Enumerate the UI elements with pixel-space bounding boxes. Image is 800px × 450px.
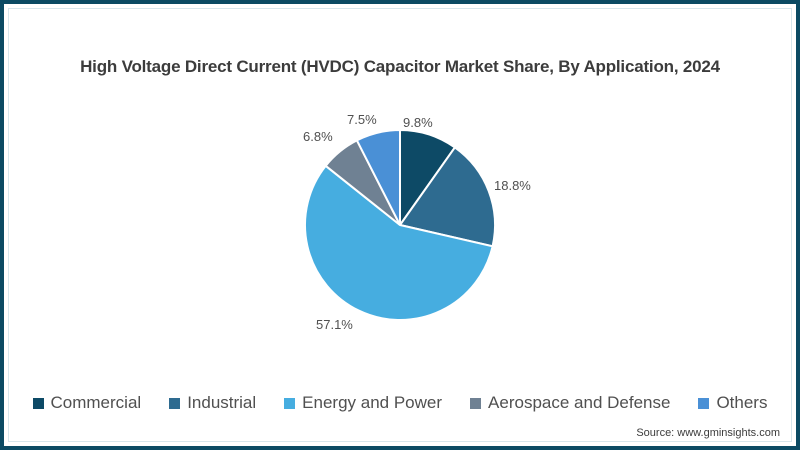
legend-label: Commercial bbox=[50, 393, 142, 412]
pie-slices bbox=[304, 128, 496, 321]
legend-label: Aerospace and Defense bbox=[488, 393, 671, 412]
legend-item-industrial[interactable]: Industrial bbox=[169, 393, 256, 413]
legend-item-others[interactable]: Others bbox=[698, 393, 767, 413]
label-others: 7.5% bbox=[347, 112, 377, 127]
legend-label: Industrial bbox=[187, 393, 257, 412]
legend-swatch-commercial bbox=[32, 397, 44, 409]
legend-item-commercial[interactable]: Commercial bbox=[32, 393, 142, 413]
legend-swatch-industrial bbox=[169, 397, 181, 409]
label-industrial: 18.8% bbox=[494, 178, 531, 193]
legend-label: Others bbox=[716, 393, 768, 412]
legend-item-energy-and-power[interactable]: Energy and Power bbox=[284, 393, 442, 413]
label-commercial: 9.8% bbox=[403, 115, 433, 130]
legend: Commercial Industrial Energy and Power A… bbox=[0, 393, 800, 413]
pie-slice-industrial[interactable] bbox=[398, 146, 496, 248]
label-energy-and-power: 57.1% bbox=[316, 317, 353, 332]
legend-item-aerospace-and-defense[interactable]: Aerospace and Defense bbox=[470, 393, 670, 413]
pie-slice-others[interactable] bbox=[355, 128, 401, 226]
frame-inner-line bbox=[8, 8, 792, 442]
legend-label: Energy and Power bbox=[302, 393, 443, 412]
pie-slice-energy-and-power[interactable] bbox=[304, 164, 494, 321]
legend-swatch-aerospace-and-defense bbox=[470, 397, 482, 409]
label-aerospace-and-defense: 6.8% bbox=[303, 129, 333, 144]
legend-swatch-others bbox=[698, 397, 710, 409]
source-credit: Source: www.gminsights.com bbox=[636, 427, 780, 439]
legend-swatch-energy-and-power bbox=[284, 397, 296, 409]
chart-title: High Voltage Direct Current (HVDC) Capac… bbox=[80, 57, 720, 76]
